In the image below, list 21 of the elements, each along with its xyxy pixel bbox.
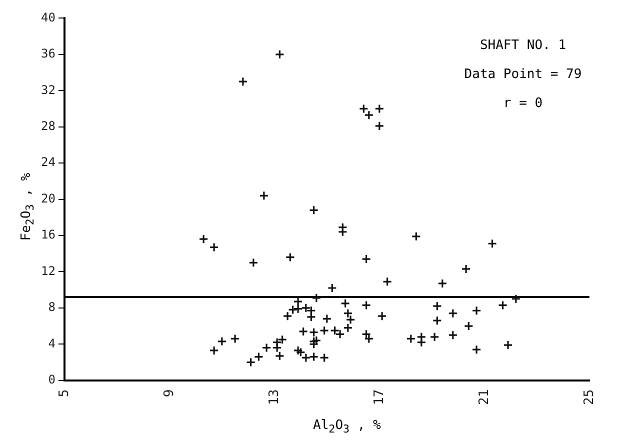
y-tick-label: 12: [40, 264, 56, 278]
x-tick-label: 21: [476, 389, 492, 406]
y-tick-label: 4: [48, 336, 56, 350]
y-tick-label: 20: [40, 191, 56, 206]
y-tick-label: 28: [40, 118, 56, 133]
y-tick-label: 36: [40, 46, 56, 61]
x-tick-label: 25: [582, 389, 597, 406]
annotation: SHAFT NO. 1: [478, 38, 568, 53]
y-tick-label: 40: [40, 10, 56, 24]
y-tick-label: 16: [40, 228, 56, 242]
y-tick-label: 0: [48, 372, 56, 386]
x-axis-title: Al$_{2}$O$_{3}$ , %: [313, 418, 381, 436]
x-tick-label: 13: [266, 389, 282, 406]
x-tick-label: 17: [372, 389, 387, 406]
y-tick-label: 32: [40, 82, 56, 97]
y-tick-label: 24: [40, 155, 56, 170]
annotation: r = 0: [502, 96, 544, 111]
x-tick-label: 5: [56, 389, 72, 398]
y-tick-label: 8: [48, 300, 56, 314]
x-tick-label: 9: [162, 389, 177, 398]
annotation: Data Point = 79: [463, 67, 583, 82]
